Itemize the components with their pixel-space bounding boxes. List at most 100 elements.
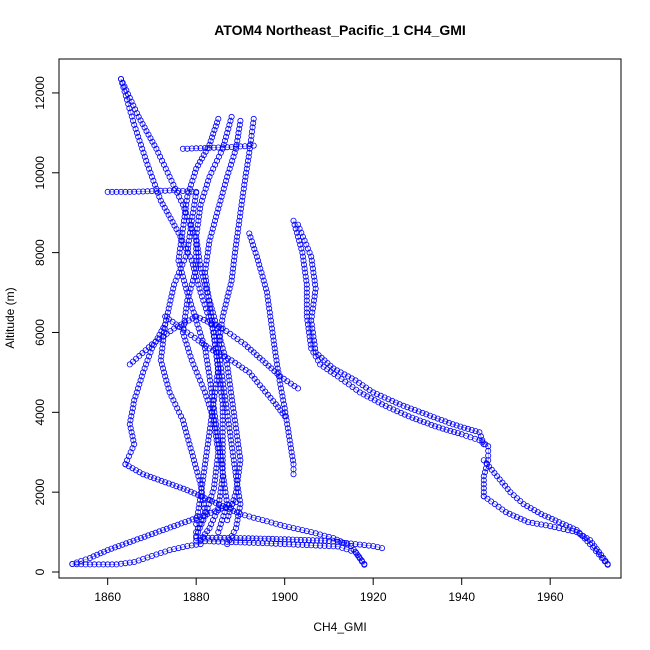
data-point	[140, 471, 147, 478]
data-point	[218, 505, 225, 512]
data-point	[236, 217, 243, 224]
data-point	[183, 201, 190, 208]
data-point	[190, 457, 197, 464]
data-point	[266, 305, 273, 312]
data-point	[133, 129, 140, 136]
data-point	[241, 143, 248, 150]
data-point	[200, 316, 207, 323]
data-point	[134, 385, 141, 392]
data-point	[420, 418, 427, 425]
data-point	[144, 357, 151, 364]
data-point	[232, 425, 239, 432]
data-point	[206, 305, 213, 312]
data-point	[208, 521, 215, 528]
data-point	[231, 465, 238, 472]
data-point	[205, 534, 212, 541]
data-point	[128, 113, 135, 120]
data-point	[185, 241, 192, 248]
data-point	[141, 365, 148, 372]
data-point	[210, 485, 217, 492]
data-point	[172, 277, 179, 284]
data-point	[196, 513, 203, 520]
data-point	[170, 285, 177, 292]
profile-line	[483, 495, 608, 565]
data-point	[307, 337, 314, 344]
data-point	[236, 453, 243, 460]
data-point	[193, 515, 200, 522]
data-point	[232, 241, 239, 248]
data-point	[140, 188, 147, 195]
data-point	[259, 273, 266, 280]
profile-line	[196, 537, 383, 549]
data-point	[182, 281, 189, 288]
data-point	[272, 349, 279, 356]
data-point	[308, 257, 315, 264]
data-point	[217, 351, 224, 358]
data-point	[480, 481, 487, 488]
data-point	[185, 437, 192, 444]
data-point	[250, 514, 257, 521]
data-point	[298, 245, 305, 252]
data-point	[182, 209, 189, 216]
data-point	[223, 493, 230, 500]
data-point	[133, 110, 140, 117]
data-point	[307, 341, 314, 348]
data-point	[122, 188, 129, 195]
data-point	[150, 177, 157, 184]
data-point	[195, 373, 202, 380]
data-point	[197, 201, 204, 208]
data-point	[179, 225, 186, 232]
data-point	[163, 208, 170, 215]
data-point	[215, 437, 222, 444]
data-point	[147, 349, 154, 356]
data-point	[180, 217, 187, 224]
data-point	[201, 389, 208, 396]
data-point	[156, 331, 163, 338]
data-point	[215, 538, 222, 545]
data-point	[229, 535, 236, 542]
data-point	[127, 425, 134, 432]
data-point	[178, 237, 185, 244]
data-point	[209, 498, 216, 505]
data-point	[196, 521, 203, 528]
data-point	[284, 425, 291, 432]
data-point	[281, 523, 288, 530]
data-point	[167, 297, 174, 304]
data-point	[373, 391, 380, 398]
data-point	[131, 121, 138, 128]
data-point	[175, 269, 182, 276]
data-point	[205, 401, 212, 408]
data-point	[218, 365, 225, 372]
data-point	[206, 373, 213, 380]
data-point	[231, 413, 238, 420]
data-point	[185, 293, 192, 300]
x-tick-label: 1900	[271, 590, 298, 604]
data-point	[193, 537, 200, 544]
data-point	[227, 389, 234, 396]
data-point	[394, 408, 401, 415]
data-point	[278, 389, 285, 396]
data-point	[312, 345, 319, 352]
data-point	[268, 519, 275, 526]
data-point	[212, 322, 219, 329]
data-point	[214, 373, 221, 380]
data-point	[164, 381, 171, 388]
data-point	[290, 217, 297, 224]
data-point	[198, 155, 205, 162]
data-point	[208, 385, 215, 392]
data-point	[220, 473, 227, 480]
data-point	[277, 536, 284, 543]
data-point	[123, 540, 130, 547]
data-point	[517, 515, 524, 522]
data-point	[235, 445, 242, 452]
data-point	[225, 535, 232, 542]
data-point	[148, 173, 155, 180]
profile-line	[165, 316, 285, 417]
data-point	[211, 393, 218, 400]
data-point	[167, 215, 174, 222]
data-point	[210, 401, 217, 408]
data-point	[205, 297, 212, 304]
data-point	[190, 205, 197, 212]
data-point	[312, 281, 319, 288]
data-point	[220, 477, 227, 484]
